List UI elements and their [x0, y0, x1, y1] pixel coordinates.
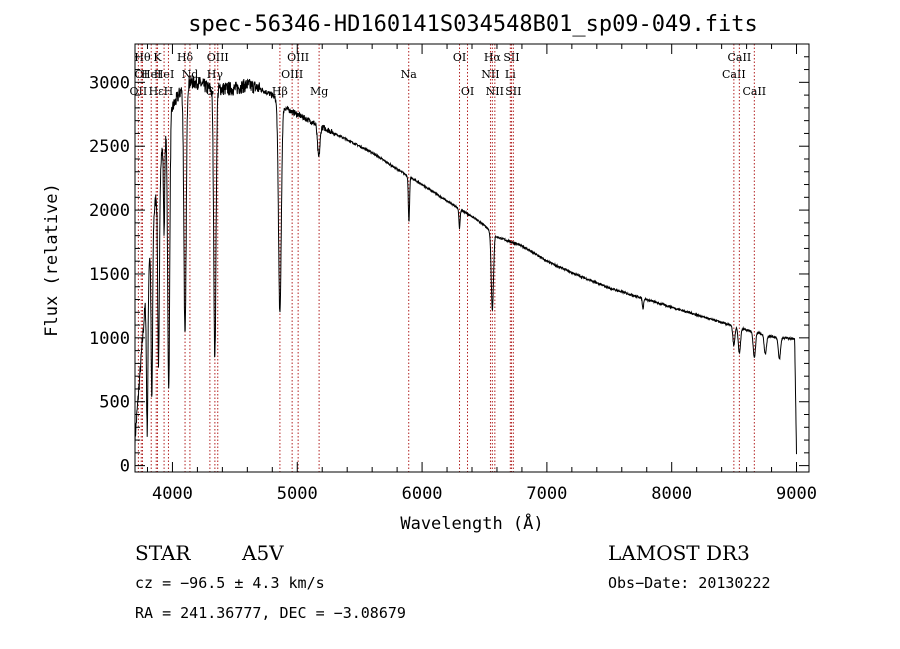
- x-tick-label: 9000: [776, 484, 817, 504]
- object-class: STAR: [135, 541, 191, 565]
- x-tick-label: 6000: [402, 484, 443, 504]
- survey-name: LAMOST DR3: [608, 541, 750, 565]
- spectral-line-markers: OIIOIHθHeIHεKHeIHHδNdGHγOIIIHβOIIIOIIIMg…: [130, 44, 766, 472]
- y-tick-label: 500: [99, 393, 130, 413]
- line-marker-label: HeI: [154, 68, 174, 81]
- x-axis-ticks: 4000 5000 6000 7000 8000 9000: [146, 44, 817, 504]
- line-marker-label: Hα: [484, 51, 502, 64]
- object-subclass: A5V: [242, 541, 284, 565]
- line-marker-label: K: [153, 51, 162, 64]
- x-axis-label: Wavelength (Å): [400, 512, 543, 534]
- line-marker-label: Hθ: [134, 51, 151, 64]
- y-axis-ticks: 0 500 1000 1500 2000 2500 3000: [89, 56, 809, 477]
- line-marker-label: Li: [505, 68, 516, 81]
- y-axis-label: Flux (relative): [42, 183, 62, 337]
- line-marker-label: H: [164, 85, 174, 98]
- line-marker-label: HeI: [141, 68, 161, 81]
- y-tick-label: 2500: [89, 137, 130, 157]
- obs-date: Obs−Date: 20130222: [608, 574, 771, 592]
- line-marker-label: OI: [453, 51, 466, 64]
- line-marker-label: CaII: [742, 85, 766, 98]
- line-marker-label: OIII: [287, 51, 309, 64]
- line-marker-label: Hε: [149, 85, 165, 98]
- y-tick-label: 0: [120, 457, 130, 477]
- line-marker-label: SII: [503, 51, 519, 64]
- y-tick-label: 2000: [89, 201, 130, 221]
- y-tick-label: 1500: [89, 265, 130, 285]
- plot-frame: [134, 43, 810, 473]
- line-marker-label: CaII: [722, 68, 746, 81]
- line-marker-label: NII: [486, 85, 504, 98]
- line-marker-label: OIII: [207, 51, 229, 64]
- chart-title: spec-56346-HD160141S034548B01_sp09-049.f…: [188, 12, 758, 37]
- spectrum-line: [134, 75, 797, 455]
- line-marker-label: Mg: [310, 85, 328, 98]
- line-marker-label: Nd: [182, 68, 199, 81]
- line-marker-label: OI: [135, 68, 148, 81]
- line-marker-label: Na: [401, 68, 418, 81]
- line-marker-label: OIII: [281, 68, 303, 81]
- ra-dec: RA = 241.36777, DEC = −3.08679: [135, 604, 406, 622]
- y-tick-label: 1000: [89, 329, 130, 349]
- line-marker-label: NII: [481, 68, 499, 81]
- redshift-cz: cz = −96.5 ± 4.3 km/s: [135, 574, 325, 592]
- x-tick-label: 7000: [526, 484, 567, 504]
- x-tick-label: 8000: [651, 484, 692, 504]
- y-tick-label: 3000: [89, 73, 130, 93]
- x-tick-label: 5000: [277, 484, 318, 504]
- line-marker-label: Hδ: [177, 51, 194, 64]
- line-marker-label: OI: [461, 85, 474, 98]
- line-marker-label: Hγ: [207, 68, 224, 81]
- line-marker-label: CaII: [728, 51, 752, 64]
- line-marker-label: SII: [505, 85, 521, 98]
- x-tick-label: 4000: [152, 484, 193, 504]
- line-marker-label: OII: [130, 85, 148, 98]
- line-marker-label: Hβ: [272, 85, 288, 98]
